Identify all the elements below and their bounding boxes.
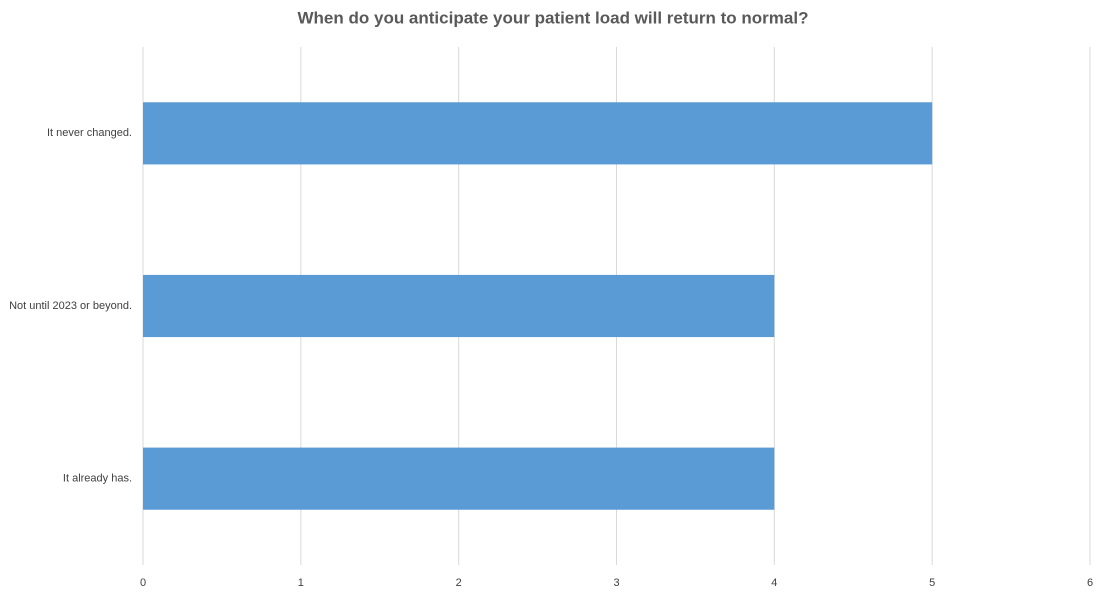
x-tick-label: 0 [140, 577, 146, 589]
x-tick-label: 4 [771, 577, 777, 589]
chart-title: When do you anticipate your patient load… [298, 8, 809, 27]
y-tick-label: Not until 2023 or beyond. [9, 300, 132, 312]
y-tick-label: It already has. [63, 473, 132, 485]
bar [143, 447, 775, 510]
y-tick-label: It never changed. [47, 127, 132, 139]
x-tick-label: 5 [929, 577, 935, 589]
x-tick-label: 6 [1087, 577, 1093, 589]
x-tick-label: 1 [298, 577, 304, 589]
bar [143, 274, 775, 338]
x-tick-label: 3 [613, 577, 619, 589]
bar [143, 102, 933, 165]
x-tick-label: 2 [456, 577, 462, 589]
